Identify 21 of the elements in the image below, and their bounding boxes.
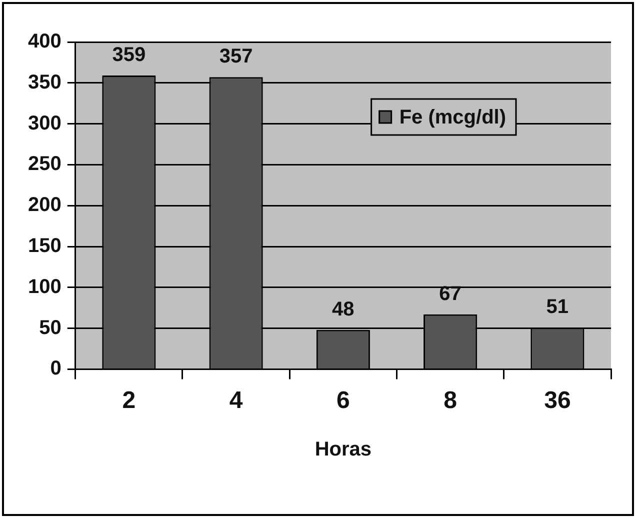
y-tick-label: 0: [50, 358, 62, 380]
y-tick-label: 50: [39, 316, 62, 339]
x-tick-label: 4: [229, 387, 244, 414]
data-label: 48: [332, 298, 354, 320]
x-axis-title: Horas: [314, 438, 372, 461]
y-tick-label: 350: [28, 71, 62, 94]
x-tick-label: 36: [544, 387, 571, 414]
data-label: 51: [546, 296, 569, 318]
y-tick-label: 300: [28, 112, 62, 134]
y-tick-label: 100: [28, 276, 62, 298]
y-tick-label: 200: [28, 194, 62, 216]
y-tick-label: 400: [28, 30, 62, 53]
data-label: 359: [112, 44, 146, 66]
x-tick-label: 2: [122, 387, 136, 414]
x-tick-label: 6: [336, 387, 350, 414]
y-tick-label: 250: [28, 153, 62, 176]
data-label: 67: [439, 282, 462, 305]
legend-label: Fe (mcg/dl): [399, 106, 506, 129]
x-tick-label: 8: [444, 387, 457, 414]
data-label: 357: [219, 46, 253, 68]
y-tick-label: 150: [28, 235, 62, 258]
